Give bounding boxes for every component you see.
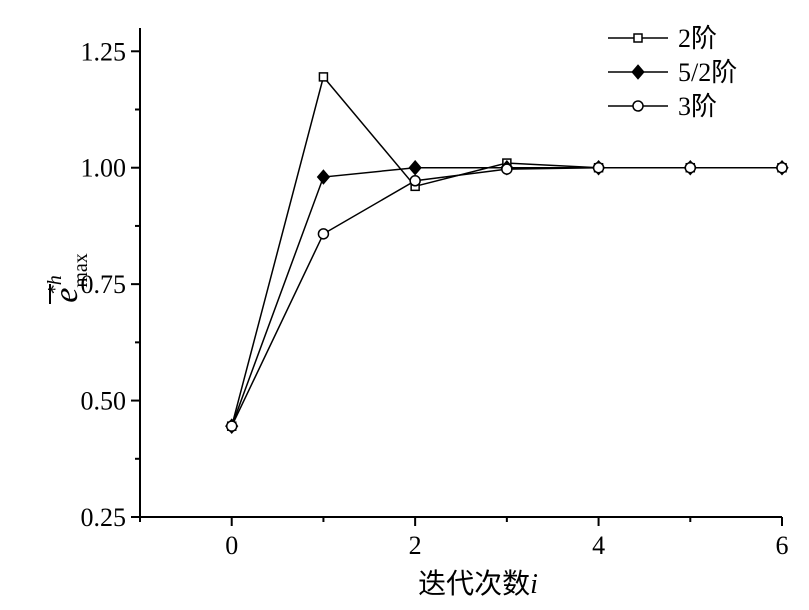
series-line — [231, 166, 782, 427]
data-point — [501, 163, 513, 175]
x-tick-label: 6 — [776, 531, 789, 560]
x-tick-label: 0 — [225, 531, 238, 560]
y-tick-label: 0.50 — [81, 387, 127, 416]
legend-marker — [632, 100, 644, 112]
legend-label: 2阶 — [678, 24, 717, 53]
y-tick-label: 0.75 — [81, 270, 127, 299]
data-point — [225, 420, 238, 432]
legend-marker — [633, 33, 643, 43]
y-tick-label: 1.25 — [81, 37, 127, 66]
y-tick-label: 0.25 — [81, 503, 127, 532]
legend-label: 5/2阶 — [678, 58, 737, 87]
series-3 — [225, 161, 788, 432]
y-axis-title-superscript: *h — [44, 275, 66, 295]
y-axis-title-base: e — [48, 288, 85, 303]
legend-item: 2阶 — [608, 24, 717, 53]
data-point — [317, 228, 330, 240]
legend: 2阶 5/2阶 3阶 — [608, 24, 737, 121]
y-axis-title: emax*h — [44, 253, 92, 304]
data-point — [408, 159, 422, 176]
legend-label: 3阶 — [678, 92, 717, 121]
series-1 — [226, 72, 787, 431]
svg-text:emax*h: emax*h — [44, 253, 92, 303]
axes: 0.25 0.50 0.75 1.00 1.25 0 2 4 6 — [81, 28, 789, 560]
x-axis-title: 迭代次数i — [418, 568, 538, 600]
data-point — [409, 175, 421, 187]
data-point — [592, 161, 605, 174]
x-tick-label: 4 — [592, 531, 605, 560]
data-point — [318, 72, 329, 82]
data-point — [316, 169, 331, 185]
x-axis-title-text: 迭代次数 — [418, 568, 530, 600]
legend-item: 3阶 — [608, 92, 717, 121]
series-layer — [225, 72, 789, 434]
series-2 — [225, 159, 789, 434]
legend-marker — [631, 64, 645, 80]
legend-item: 5/2阶 — [608, 58, 737, 87]
data-point — [776, 161, 788, 174]
x-tick-label: 2 — [409, 531, 422, 560]
series-line — [231, 166, 782, 427]
data-point — [684, 161, 697, 174]
y-tick-label: 1.00 — [81, 154, 127, 183]
x-axis-title-variable: i — [530, 569, 538, 600]
y-axis-title-subscript: max — [70, 253, 92, 287]
